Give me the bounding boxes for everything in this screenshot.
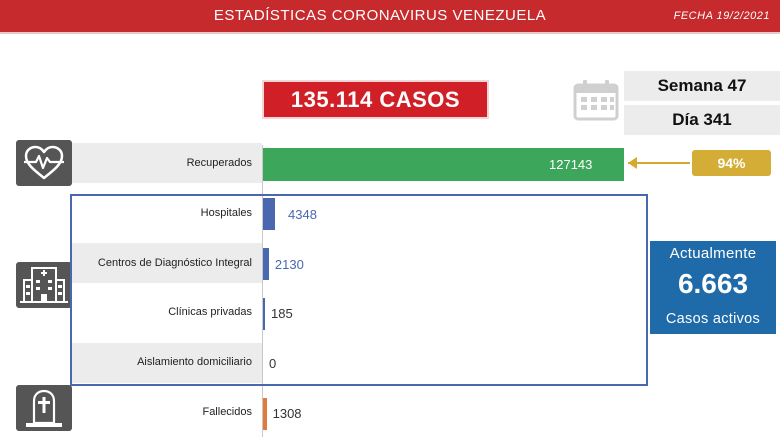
data-label-fallecidos: 1308 bbox=[272, 406, 302, 421]
total-cases-badge: 135.114 CASOS bbox=[262, 80, 489, 119]
heart-pulse-icon bbox=[16, 140, 72, 186]
tick-label-recuperados: Recuperados bbox=[186, 157, 252, 169]
percent-arrow bbox=[628, 162, 690, 164]
header-divider bbox=[0, 32, 780, 34]
day-number: Día 341 bbox=[624, 105, 780, 135]
calendar-icon bbox=[573, 80, 619, 121]
data-label-aislamiento: 0 bbox=[269, 356, 277, 371]
row-bg-recuperados bbox=[72, 143, 262, 183]
header-bar: ESTADÍSTICAS CORONAVIRUS VENEZUELA FECHA… bbox=[0, 0, 780, 32]
bar-hospitales bbox=[263, 198, 275, 230]
tombstone-icon bbox=[16, 385, 72, 431]
tick-label-clinicas: Clínicas privadas bbox=[168, 306, 252, 318]
row-bg-aislamiento bbox=[72, 343, 262, 383]
bar-fallecidos bbox=[263, 398, 267, 430]
chart-axis bbox=[262, 145, 263, 437]
report-date: FECHA 19/2/2021 bbox=[673, 10, 770, 22]
percent-arrow-head bbox=[628, 157, 637, 169]
bar-centros bbox=[263, 248, 269, 280]
data-label-centros: 2130 bbox=[274, 257, 304, 272]
tick-label-hospitales: Hospitales bbox=[200, 207, 252, 219]
row-bg-centros bbox=[72, 243, 262, 283]
tick-label-centros: Centros de Diagnóstico Integral bbox=[97, 257, 252, 269]
active-cases-subtitle: Casos activos bbox=[665, 311, 761, 327]
recovery-percent-badge: 94% bbox=[692, 150, 771, 176]
bar-recuperados bbox=[263, 148, 624, 181]
tick-label-aislamiento: Aislamiento domiciliario bbox=[137, 356, 252, 368]
active-cases-title: Actualmente bbox=[669, 245, 757, 262]
active-cases-panel: Actualmente 6.663 Casos activos bbox=[650, 241, 776, 334]
page-title: ESTADÍSTICAS CORONAVIRUS VENEZUELA bbox=[213, 7, 547, 24]
data-label-clinicas: 185 bbox=[271, 306, 293, 321]
data-label-hospitales: 4348 bbox=[288, 207, 317, 222]
bar-clinicas bbox=[263, 298, 265, 330]
active-cases-frame bbox=[70, 194, 648, 386]
tick-label-fallecidos: Fallecidos bbox=[202, 406, 252, 418]
week-number: Semana 47 bbox=[624, 71, 780, 101]
data-label-recuperados: 127143 bbox=[549, 157, 593, 172]
hospital-building-icon bbox=[16, 262, 72, 308]
active-cases-value: 6.663 bbox=[677, 268, 749, 299]
